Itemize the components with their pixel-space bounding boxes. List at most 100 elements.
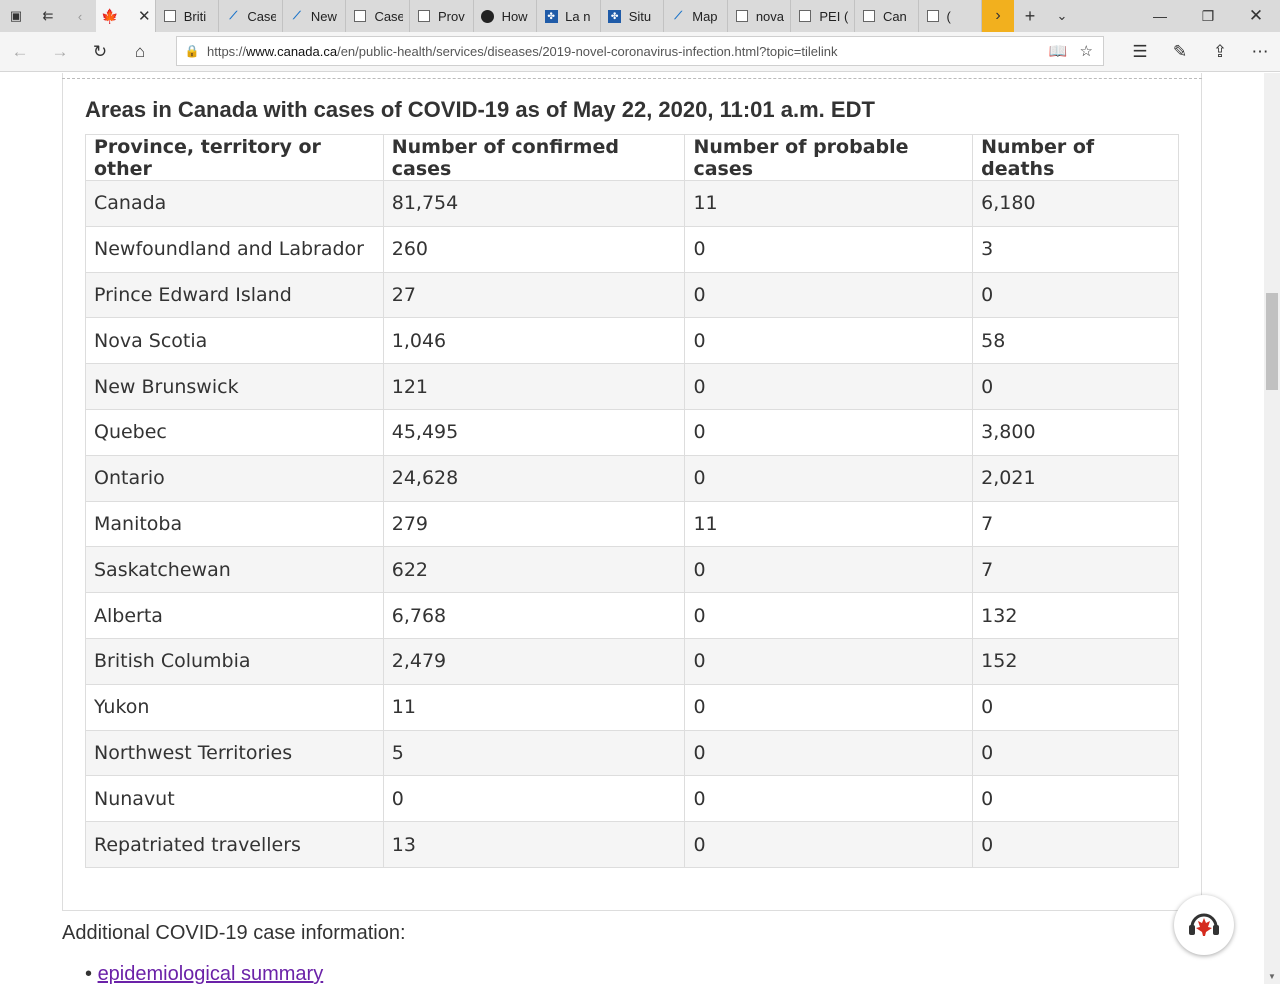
cell-province: Nova Scotia [85, 317, 384, 365]
tab-strip: ▣ ⇇ ‹ 🍁 ✕ Briti ⟋ Case ⟋ New Case Prov How ✤ La n ✤ S… [0, 0, 1280, 32]
cell-province: New Brunswick [85, 363, 384, 410]
panel-divider [62, 78, 1202, 79]
navigation-bar: ← → ↻ ⌂ 🔒 https://www.canada.ca/en/publi… [0, 32, 1280, 72]
cell-confirmed: 279 [382, 500, 686, 548]
tab-label: Map [692, 8, 718, 24]
cell-probable: 0 [684, 454, 974, 502]
tab-preview-chevron-icon[interactable]: ⌄ [1056, 8, 1068, 23]
forward-button[interactable]: → [51, 41, 69, 61]
browser-tab[interactable]: ⟋ New [283, 0, 347, 32]
cell-deaths: 152 [972, 637, 1179, 685]
table-row: New Brunswick 121 0 0 [85, 363, 1179, 410]
cell-probable: 0 [684, 408, 974, 456]
table-row: Newfoundland and Labrador 260 0 3 [85, 225, 1179, 273]
new-tab-icon[interactable]: + [1024, 5, 1036, 26]
cell-confirmed: 1,046 [382, 317, 686, 365]
url-text[interactable]: https://www.canada.ca/en/public-health/s… [207, 44, 1049, 59]
cell-probable: 0 [684, 775, 974, 823]
tab-label: Situ [628, 8, 652, 24]
cell-probable: 0 [684, 821, 974, 868]
chart-icon: ⟋ [674, 9, 683, 22]
tab-label: nova [755, 8, 785, 24]
browser-tab[interactable]: ✤ Situ [601, 0, 665, 32]
browser-tab[interactable]: ⟋ Case [219, 0, 283, 32]
home-button[interactable]: ⌂ [134, 41, 146, 61]
additional-info-heading: Additional COVID-19 case information: [62, 922, 406, 944]
cell-confirmed: 0 [382, 775, 686, 823]
vertical-scrollbar[interactable]: ▼ [1264, 73, 1280, 984]
cell-province: Nunavut [85, 775, 384, 823]
cell-province: Newfoundland and Labrador [85, 225, 384, 273]
page-viewport: Areas in Canada with cases of COVID-19 a… [0, 73, 1264, 984]
set-aside-tabs-icon[interactable]: ⇇ [42, 8, 54, 23]
header-confirmed: Number of confirmed cases [382, 134, 686, 181]
canada-flag-icon: 🍁 [101, 7, 119, 24]
favorites-hub-icon[interactable]: ☰ [1132, 42, 1148, 61]
browser-tab[interactable]: Prov [410, 0, 474, 32]
browser-tab[interactable]: Can [855, 0, 919, 32]
browser-tab[interactable]: Briti [156, 0, 220, 32]
browser-tab[interactable]: ✤ La n [537, 0, 601, 32]
cell-probable: 11 [684, 180, 974, 227]
cell-probable: 0 [684, 592, 974, 639]
browser-tab[interactable]: ⟋ Map [664, 0, 728, 32]
lock-icon: 🔒 [184, 44, 200, 58]
list-item: • epidemiological summary [85, 963, 324, 984]
close-tab-icon[interactable]: ✕ [138, 8, 151, 25]
cell-province: Alberta [85, 592, 384, 639]
content-panel [62, 73, 1202, 911]
cell-probable: 0 [684, 546, 974, 594]
restore-icon[interactable]: ❐ [1201, 7, 1215, 24]
cell-province: Prince Edward Island [85, 271, 384, 319]
cell-probable: 0 [684, 225, 974, 273]
chat-support-button[interactable] [1174, 895, 1234, 955]
cell-province: Northwest Territories [85, 729, 384, 777]
browser-tab[interactable]: PEI ( [791, 0, 855, 32]
table-row: Nunavut 0 0 0 [85, 775, 1179, 823]
table-header-row: Province, territory or other Number of c… [85, 134, 1179, 181]
table-row: British Columbia 2,479 0 152 [85, 637, 1179, 685]
epidemiological-summary-link[interactable]: epidemiological summary [97, 963, 324, 984]
chart-icon: ⟋ [293, 9, 301, 22]
web-note-icon[interactable]: ✎ [1172, 42, 1188, 61]
cell-deaths: 0 [972, 271, 1179, 319]
cell-confirmed: 45,495 [382, 408, 686, 456]
cell-confirmed: 27 [382, 271, 686, 319]
cell-confirmed: 121 [382, 363, 686, 410]
cell-probable: 11 [684, 500, 974, 548]
table-row: Repatriated travellers 13 0 0 [85, 821, 1179, 868]
tab-scroll-left-icon[interactable]: ‹ [77, 8, 83, 24]
cell-probable: 0 [684, 729, 974, 777]
back-button[interactable]: ← [11, 41, 29, 61]
cell-probable: 0 [684, 683, 974, 731]
tab-label: Can [882, 8, 907, 24]
cell-province: Repatriated travellers [85, 821, 384, 868]
scroll-down-arrow-icon[interactable]: ▼ [1268, 971, 1276, 981]
refresh-button[interactable]: ↻ [92, 41, 108, 61]
close-window-icon[interactable]: ✕ [1248, 6, 1264, 25]
header-deaths: Number of deaths [972, 134, 1179, 181]
reading-view-icon[interactable]: 📖 [1048, 43, 1068, 60]
browser-tab[interactable]: How [474, 0, 538, 32]
browser-tab[interactable]: ( [919, 0, 982, 32]
browser-tab[interactable]: 🍁 ✕ [96, 0, 156, 32]
address-bar[interactable]: 🔒 https://www.canada.ca/en/public-health… [176, 36, 1104, 66]
tab-scroll-right-icon[interactable]: › [982, 0, 1014, 32]
page-icon [352, 8, 368, 24]
browser-tab[interactable]: nova [728, 0, 792, 32]
scrollbar-thumb[interactable] [1266, 293, 1278, 390]
tab-label: ( [946, 8, 951, 24]
browser-tab[interactable]: Case [346, 0, 410, 32]
more-menu-icon[interactable]: ⋯ [1251, 42, 1269, 61]
share-icon[interactable]: ⇪ [1212, 42, 1228, 61]
cell-confirmed: 81,754 [382, 180, 686, 227]
page-icon [925, 8, 941, 24]
cell-confirmed: 24,628 [382, 454, 686, 502]
cell-deaths: 7 [972, 546, 1179, 594]
minimize-icon[interactable]: — [1153, 8, 1167, 24]
tab-actions-icon[interactable]: ▣ [9, 8, 23, 23]
page-icon [797, 8, 813, 24]
favorite-star-icon[interactable]: ☆ [1079, 43, 1093, 60]
cell-confirmed: 260 [382, 225, 686, 273]
cell-probable: 0 [684, 637, 974, 685]
